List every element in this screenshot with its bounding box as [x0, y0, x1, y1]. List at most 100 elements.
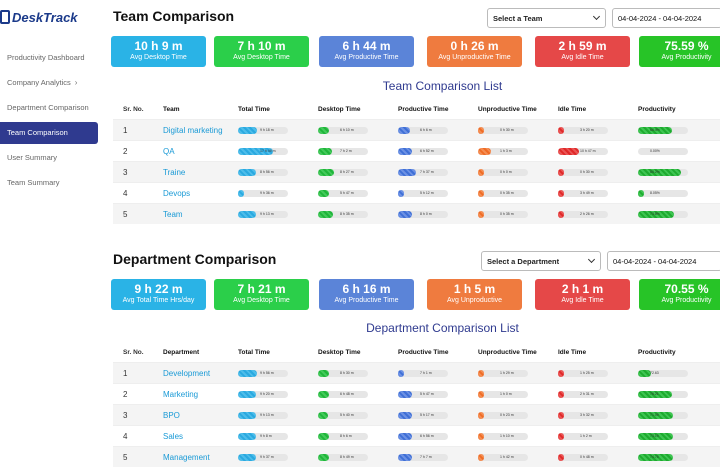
sidebar-item-department-comparison[interactable]: Department Comparison — [0, 96, 103, 118]
total-value: 9 h 20 m — [260, 391, 274, 396]
table-row: 1 Development 9 h 56 m 8 h 30 m 7 h 1 m 1 h 2… — [113, 362, 720, 383]
desktop-progress-bar: 8 h 27 m — [318, 168, 368, 176]
row-name-link[interactable]: Devops — [163, 188, 191, 198]
idle-cell: 0 h 48 m — [558, 453, 638, 461]
column-header[interactable]: Desktop Time — [318, 105, 361, 113]
column-header[interactable]: Total Time — [238, 348, 270, 356]
productivity-value: 72.63 — [650, 370, 659, 375]
sidebar-item-company-analytics[interactable]: Company Analytics › — [0, 71, 103, 93]
total-value: 17 h 49 m — [260, 148, 276, 153]
sidebar-item-productivity-dashboard[interactable]: Productivity Dashboard — [0, 46, 103, 68]
column-header[interactable]: Idle Time — [558, 105, 587, 113]
stat-card-label: Avg Idle Time — [561, 297, 604, 304]
stat-card-label: Avg Idle Time — [561, 54, 604, 61]
column-header[interactable]: Productivity — [638, 105, 676, 113]
total-cell: 9 h 13 m — [238, 411, 318, 419]
idle-progress-bar: 2 h 26 m — [558, 210, 608, 218]
table-header: Sr. No. Team Total Time Desktop Time Product… — [113, 99, 720, 119]
unproductive-progress-bar: 1 h 3 m — [478, 147, 528, 155]
sidebar-item-label: Company Analytics — [7, 77, 71, 87]
row-name-link[interactable]: Management — [163, 452, 210, 462]
row-name-link[interactable]: Sales — [163, 431, 184, 441]
idle-progress-bar: 3 h 32 m — [558, 411, 608, 419]
desktop-progress-fill — [318, 168, 334, 176]
productive-cell: 6 h 56 m — [398, 432, 478, 440]
row-name-link[interactable]: Marketing — [163, 389, 199, 399]
department-date-range[interactable]: 04-04-2024 - 04-04-2024 — [607, 251, 720, 271]
stat-card-value: 7 h 10 m — [237, 39, 286, 53]
column-header[interactable]: Sr. No. — [123, 105, 144, 113]
desktop-cell: 8 h 6 m — [318, 432, 398, 440]
logo[interactable]: DeskTrack — [0, 6, 78, 28]
total-cell: 9 h 18 m — [238, 126, 318, 134]
stat-card-label: Avg Productivity — [661, 54, 712, 61]
sidebar-item-user-summary[interactable]: User Summary — [0, 147, 103, 169]
total-progress-bar: 9 h 18 m — [238, 126, 288, 134]
column-header[interactable]: Desktop Time — [318, 348, 361, 356]
team-stat-card: 10 h 9 m Avg Desktop Time — [111, 36, 206, 67]
total-progress-fill — [238, 189, 244, 197]
idle-cell: 1 h 2 m — [558, 432, 638, 440]
unproductive-progress-bar: 1 h 29 m — [478, 369, 528, 377]
productivity-progress-bar: 76.21 — [638, 390, 688, 398]
row-number: 4 — [123, 188, 128, 198]
column-header[interactable]: Total Time — [238, 105, 270, 113]
column-header[interactable]: Unproductive Time — [478, 105, 537, 113]
desktop-cell: 6 h 48 m — [318, 390, 398, 398]
column-header[interactable]: Productive Time — [398, 105, 449, 113]
unproductive-cell: 1 h 0 m — [478, 390, 558, 398]
team-date-range[interactable]: 04-04-2024 - 04-04-2024 — [612, 8, 720, 28]
department-select-value: Select a Department — [487, 256, 560, 266]
column-header[interactable]: Productive Time — [398, 348, 449, 356]
total-progress-bar: 9 h 13 m — [238, 210, 288, 218]
stat-card-value: 10 h 9 m — [134, 39, 183, 53]
sidebar-item-team-comparison[interactable]: Team Comparison — [0, 121, 98, 144]
row-name-link[interactable]: Digital marketing — [163, 125, 223, 135]
desktop-progress-bar: 5 h 47 m — [318, 189, 368, 197]
column-header[interactable]: Department — [163, 348, 200, 356]
idle-progress-bar: 10 h 47 m — [558, 147, 608, 155]
unproductive-progress-fill — [478, 453, 484, 461]
total-progress-bar: 9 h 20 m — [238, 390, 288, 398]
team-select[interactable]: Select a Team — [487, 8, 606, 28]
stat-card-label: Avg Productivity — [661, 297, 712, 304]
productivity-value: 76.21 — [650, 391, 659, 396]
productive-value: 7 h 1 m — [420, 370, 432, 375]
column-header[interactable]: Unproductive Time — [478, 348, 537, 356]
sidebar: DeskTrack Productivity Dashboard Company… — [0, 0, 103, 475]
idle-cell: 0 h 30 m — [558, 168, 638, 176]
desktop-progress-fill — [318, 453, 329, 461]
table-row: 3 BPO 9 h 13 m 5 h 40 m 5 h 17 m 0 h 23 m 3 h … — [113, 404, 720, 425]
productivity-progress-fill — [638, 126, 672, 134]
row-name-link[interactable]: Traine — [163, 167, 186, 177]
row-number: 4 — [123, 431, 128, 441]
total-cell: 9 h 37 m — [238, 453, 318, 461]
logo-text: DeskTrack — [12, 9, 78, 25]
department-select[interactable]: Select a Department — [481, 251, 601, 271]
unproductive-progress-bar: 1 h 10 m — [478, 432, 528, 440]
table-row: 2 QA 17 h 49 m 7 h 2 m 6 h 52 m 1 h 3 m 10 h 4… — [113, 140, 720, 161]
team-section-title: Team Comparison — [113, 8, 235, 24]
column-header[interactable]: Idle Time — [558, 348, 587, 356]
productivity-cell: 0.00% — [638, 147, 718, 155]
sidebar-item-team-summary[interactable]: Team Summary — [0, 172, 103, 194]
productivity-value: 0.00% — [650, 148, 660, 153]
team-stat-card: 6 h 44 m Avg Productive Time — [319, 36, 414, 67]
idle-progress-bar: 0 h 48 m — [558, 453, 608, 461]
row-name-link[interactable]: BPO — [163, 410, 180, 420]
desktop-value: 7 h 2 m — [340, 148, 352, 153]
productivity-value: 8.05% — [650, 190, 660, 195]
stat-card-value: 2 h 59 m — [558, 39, 607, 53]
productive-cell: 6 h 6 m — [398, 126, 478, 134]
row-name-link[interactable]: Development — [163, 368, 211, 378]
unproductive-value: 0 h 23 m — [500, 412, 514, 417]
column-header[interactable]: Sr. No. — [123, 348, 144, 356]
desktop-value: 6 h 48 m — [340, 391, 354, 396]
column-header[interactable]: Team — [163, 105, 180, 113]
row-name-link[interactable]: QA — [163, 146, 175, 156]
productivity-progress-fill — [638, 390, 672, 398]
row-name-link[interactable]: Team — [163, 209, 183, 219]
row-number: 2 — [123, 389, 128, 399]
idle-value: 3 h 32 m — [580, 412, 594, 417]
column-header[interactable]: Productivity — [638, 348, 676, 356]
